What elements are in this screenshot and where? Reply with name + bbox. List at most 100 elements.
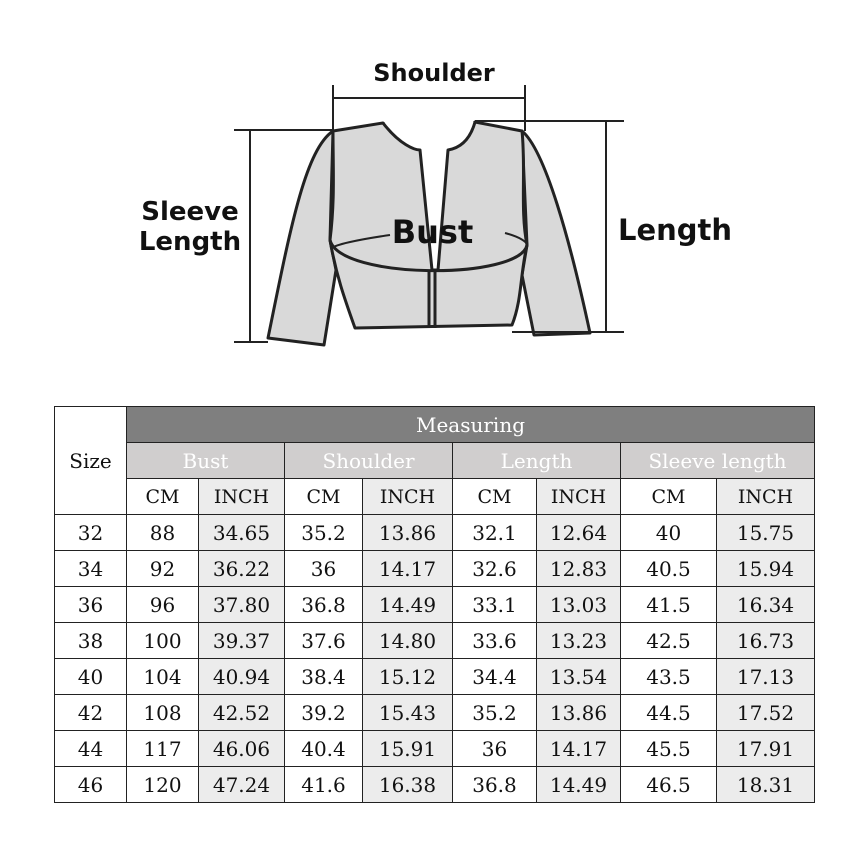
size-cell: 46 xyxy=(54,766,127,803)
value-cell: 34.4 xyxy=(452,658,537,695)
sleeve-label-line2: Length xyxy=(138,226,242,257)
size-cell: 38 xyxy=(54,622,127,659)
value-cell: 16.34 xyxy=(716,586,815,623)
value-cell: 17.91 xyxy=(716,730,815,767)
column-header: Bust xyxy=(126,442,285,479)
table-row: 32 88 34.65 35.2 13.86 32.1 12.64 40 15.75 xyxy=(54,514,815,551)
size-cell: 36 xyxy=(54,586,127,623)
value-cell: 36 xyxy=(284,550,363,587)
sleeve-label-line1: Sleeve xyxy=(141,197,239,227)
value-cell: 46.5 xyxy=(620,766,717,803)
unit-cm-header: CM xyxy=(284,478,363,515)
value-cell: 40.94 xyxy=(198,658,285,695)
value-cell: 40 xyxy=(620,514,717,551)
value-cell: 42.5 xyxy=(620,622,717,659)
value-cell: 15.12 xyxy=(362,658,453,695)
value-cell: 13.23 xyxy=(536,622,621,659)
sleeve-length-label: Sleeve Length xyxy=(130,197,250,258)
table-row: 42 108 42.52 39.2 15.43 35.2 13.86 44.5 17.52 xyxy=(54,694,815,731)
value-cell: 33.6 xyxy=(452,622,537,659)
table-row: 36 96 37.80 36.8 14.49 33.1 13.03 41.5 16.34 xyxy=(54,586,815,623)
size-header: Size xyxy=(54,406,127,515)
shoulder-label: Shoulder xyxy=(373,59,495,87)
value-cell: 36.22 xyxy=(198,550,285,587)
size-cell: 42 xyxy=(54,694,127,731)
table-row: 46 120 47.24 41.6 16.38 36.8 14.49 46.5 18.31 xyxy=(54,766,815,803)
value-cell: 17.52 xyxy=(716,694,815,731)
unit-inch-header: INCH xyxy=(198,478,285,515)
value-cell: 14.49 xyxy=(536,766,621,803)
size-table: Size Measuring Bust Shoulder Length Sleeve … xyxy=(54,406,815,803)
unit-inch-header: INCH xyxy=(536,478,621,515)
value-cell: 12.83 xyxy=(536,550,621,587)
value-cell: 32.6 xyxy=(452,550,537,587)
value-cell: 32.1 xyxy=(452,514,537,551)
value-cell: 104 xyxy=(126,658,199,695)
value-cell: 35.2 xyxy=(452,694,537,731)
value-cell: 41.6 xyxy=(284,766,363,803)
size-cell: 44 xyxy=(54,730,127,767)
value-cell: 100 xyxy=(126,622,199,659)
size-cell: 32 xyxy=(54,514,127,551)
table-row: 38 100 39.37 37.6 14.80 33.6 13.23 42.5 16.73 xyxy=(54,622,815,659)
value-cell: 40.4 xyxy=(284,730,363,767)
value-cell: 43.5 xyxy=(620,658,717,695)
value-cell: 14.17 xyxy=(362,550,453,587)
size-cell: 34 xyxy=(54,550,127,587)
column-header: Length xyxy=(452,442,621,479)
table-row: 44 117 46.06 40.4 15.91 36 14.17 45.5 17.91 xyxy=(54,730,815,767)
value-cell: 34.65 xyxy=(198,514,285,551)
value-cell: 42.52 xyxy=(198,694,285,731)
value-cell: 14.17 xyxy=(536,730,621,767)
right-sleeve xyxy=(520,129,592,337)
value-cell: 39.2 xyxy=(284,694,363,731)
value-cell: 15.94 xyxy=(716,550,815,587)
value-cell: 13.03 xyxy=(536,586,621,623)
value-cell: 13.86 xyxy=(362,514,453,551)
value-cell: 16.73 xyxy=(716,622,815,659)
value-cell: 13.54 xyxy=(536,658,621,695)
table-row: 40 104 40.94 38.4 15.12 34.4 13.54 43.5 17.13 xyxy=(54,658,815,695)
unit-cm-header: CM xyxy=(452,478,537,515)
column-header: Sleeve length xyxy=(620,442,815,479)
value-cell: 18.31 xyxy=(716,766,815,803)
value-cell: 33.1 xyxy=(452,586,537,623)
unit-cm-header: CM xyxy=(126,478,199,515)
measuring-header: Measuring xyxy=(126,406,815,443)
value-cell: 36.8 xyxy=(452,766,537,803)
value-cell: 37.6 xyxy=(284,622,363,659)
column-header: Shoulder xyxy=(284,442,453,479)
unit-inch-header: INCH xyxy=(716,478,815,515)
value-cell: 14.80 xyxy=(362,622,453,659)
value-cell: 35.2 xyxy=(284,514,363,551)
value-cell: 12.64 xyxy=(536,514,621,551)
value-cell: 17.13 xyxy=(716,658,815,695)
value-cell: 46.06 xyxy=(198,730,285,767)
value-cell: 44.5 xyxy=(620,694,717,731)
value-cell: 36.8 xyxy=(284,586,363,623)
value-cell: 117 xyxy=(126,730,199,767)
value-cell: 15.43 xyxy=(362,694,453,731)
value-cell: 39.37 xyxy=(198,622,285,659)
size-cell: 40 xyxy=(54,658,127,695)
value-cell: 13.86 xyxy=(536,694,621,731)
value-cell: 38.4 xyxy=(284,658,363,695)
length-label: Length xyxy=(617,213,733,247)
value-cell: 40.5 xyxy=(620,550,717,587)
value-cell: 47.24 xyxy=(198,766,285,803)
value-cell: 16.38 xyxy=(362,766,453,803)
value-cell: 15.75 xyxy=(716,514,815,551)
value-cell: 14.49 xyxy=(362,586,453,623)
jacket-diagram xyxy=(234,85,624,347)
bust-label: Bust xyxy=(391,213,474,251)
value-cell: 92 xyxy=(126,550,199,587)
value-cell: 36 xyxy=(452,730,537,767)
bust-curve xyxy=(328,239,529,273)
value-cell: 108 xyxy=(126,694,199,731)
table-row: 34 92 36.22 36 14.17 32.6 12.83 40.5 15.94 xyxy=(54,550,815,587)
value-cell: 120 xyxy=(126,766,199,803)
value-cell: 37.80 xyxy=(198,586,285,623)
value-cell: 96 xyxy=(126,586,199,623)
unit-cm-header: CM xyxy=(620,478,717,515)
unit-inch-header: INCH xyxy=(362,478,453,515)
